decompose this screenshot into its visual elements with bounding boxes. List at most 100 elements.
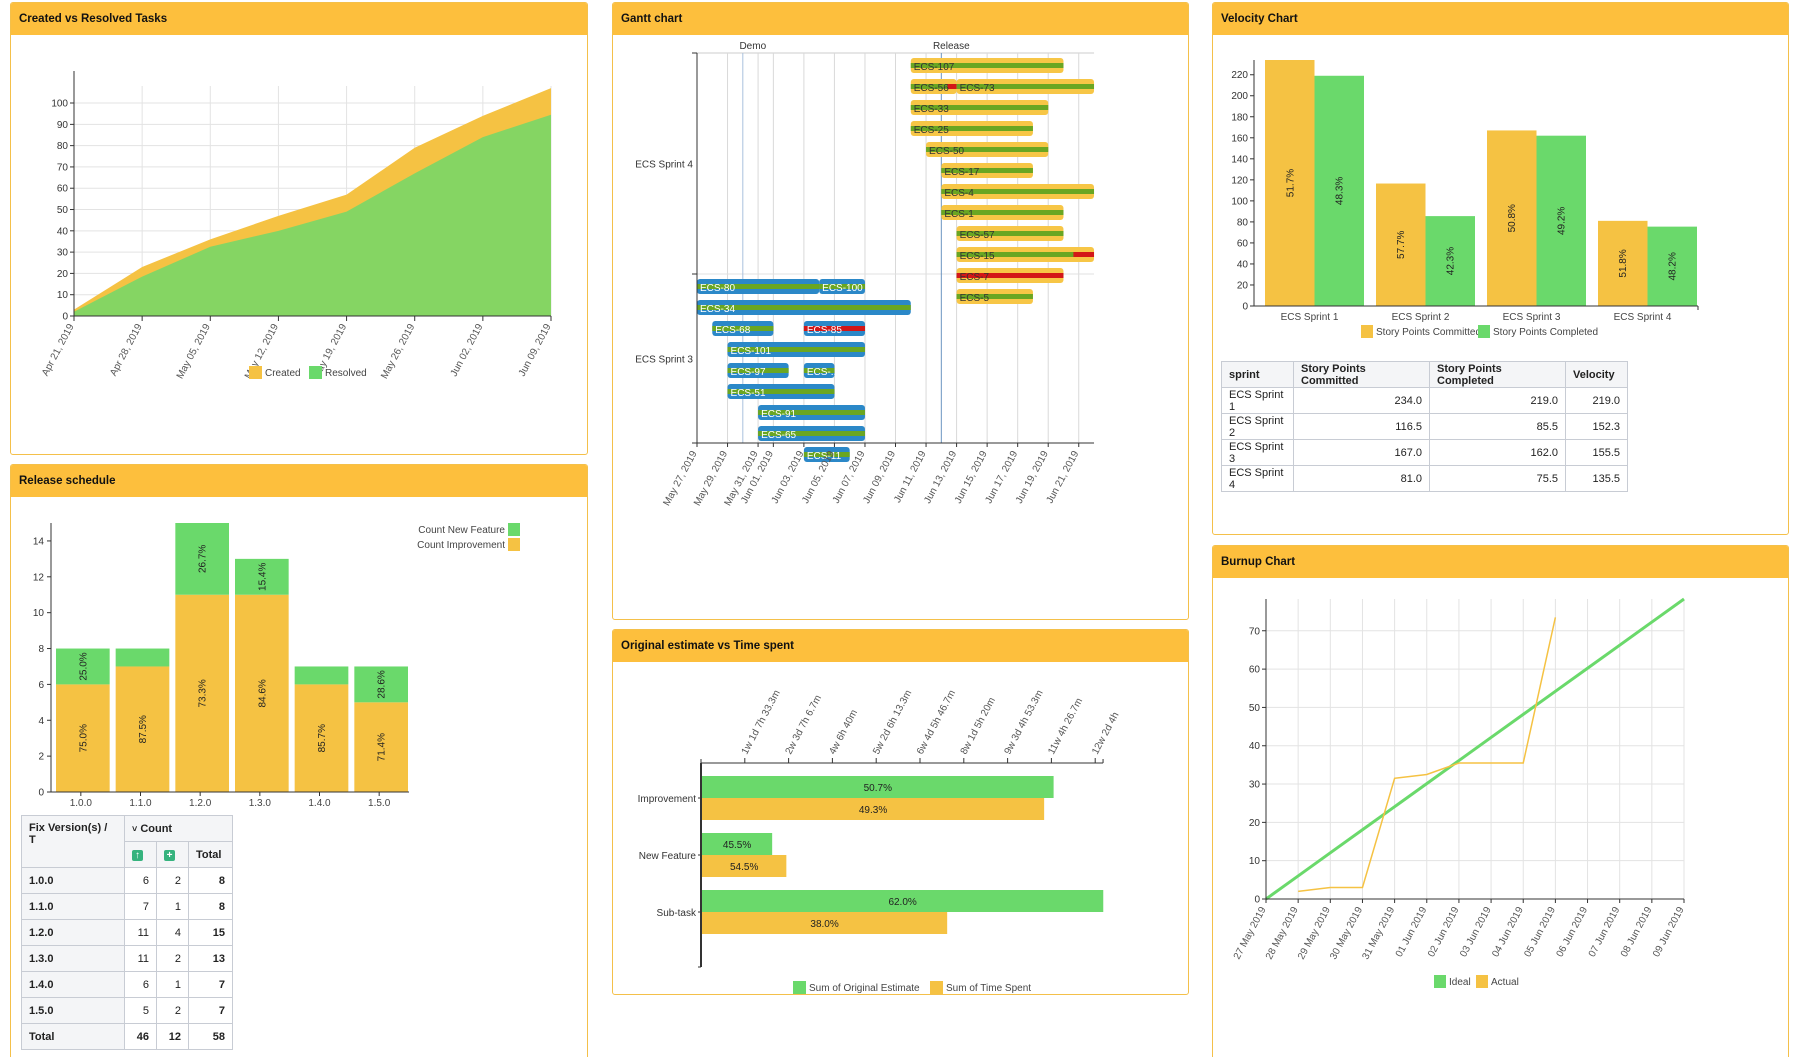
velocity-panel: Velocity Chart 0 20 40 60 80 100 120 140 160 180 2…	[1212, 2, 1789, 535]
bar-segment	[235, 594, 289, 792]
pivot-improvement-cell: 7	[124, 893, 157, 920]
x-tick-label: 1w 1d 7h 33.3m	[740, 688, 783, 756]
x-tick-label: 31 May 2019	[1360, 905, 1397, 962]
pivot-improvement-cell: 46	[124, 1023, 157, 1050]
gantt-task-label: ECS-91	[761, 409, 796, 420]
marker-label: Demo	[739, 41, 766, 52]
pivot-version-cell: 1.2.0	[21, 919, 125, 946]
bar-label: 26.7%	[198, 545, 209, 573]
x-tick-label: 11w 4h 26.7m	[1046, 696, 1085, 756]
x-tick-label: 06 Jun 2019	[1555, 905, 1591, 959]
gantt-task-label: ECS-80	[700, 283, 735, 294]
legend-swatch	[508, 523, 520, 536]
bar	[702, 776, 1054, 798]
x-tick-label: 8w 1d 5h 20m	[959, 696, 998, 757]
gantt-progress-bar	[941, 189, 1095, 194]
velocity-table: sprint Story Points Committed Story Points…	[1221, 361, 1628, 492]
bar-label: 28.6%	[377, 670, 388, 698]
bar-label: 48.3%	[1335, 177, 1346, 205]
velocity-table-header[interactable]: Story Points Completed	[1429, 361, 1566, 388]
legend-swatch	[309, 366, 322, 379]
release-pivot-table: Fix Version(s) / T ˅ Count ↑ + Total 1.0…	[21, 815, 233, 1050]
y-tick-label: Sub-task	[657, 908, 697, 919]
pivot-version-cell: 1.3.0	[21, 945, 125, 972]
velocity-table-header[interactable]: sprint	[1221, 361, 1294, 388]
gantt-progress-bar	[956, 84, 1095, 89]
gantt-task-label: ECS-101	[731, 346, 772, 357]
velocity-table-header[interactable]: Story Points Committed	[1293, 361, 1430, 388]
y-tick-label: 80	[57, 141, 69, 152]
bar-label: 51.7%	[1285, 169, 1296, 197]
y-tick-label: 40	[57, 226, 69, 237]
gantt-task-label: ECS-57	[960, 230, 995, 241]
legend-label: Created	[265, 368, 301, 379]
pivot-version-cell: 1.4.0	[21, 971, 125, 998]
bar-segment	[354, 702, 408, 792]
x-tick-label: 03 Jun 2019	[1458, 905, 1494, 959]
gantt-progress-bar	[727, 368, 789, 373]
y-tick-label: 220	[1231, 70, 1248, 81]
y-tick-label: 30	[57, 248, 69, 259]
original-estimate-chart: 1w 1d 7h 33.3m 2w 3d 7h 6.7m 4w 6h 40m 5w 2…	[638, 688, 1122, 994]
gantt-progress-bar	[819, 284, 865, 289]
y-tick-label: 20	[57, 269, 69, 280]
velocity-table-row: ECS Sprint 2 116.5 85.5 152.3	[1221, 413, 1628, 440]
y-tick-label: 140	[1231, 154, 1248, 165]
y-tick-label: 100	[51, 99, 68, 110]
legend-label: Sum of Original Estimate	[809, 983, 920, 994]
legend-swatch	[249, 366, 262, 379]
gantt-task-label: ECS-1	[944, 209, 974, 220]
pivot-row: 1.0.0 6 2 8	[21, 867, 233, 894]
legend-label: Story Points Completed	[1493, 327, 1598, 338]
bar-label: 50.8%	[1507, 204, 1518, 232]
area-resolved	[74, 114, 551, 316]
y-tick-label: 60	[1249, 665, 1261, 676]
y-tick-label: 50	[1249, 703, 1261, 714]
bar-segment	[294, 684, 349, 792]
gantt-progress-bar	[956, 252, 1095, 257]
y-tick-label: 30	[1249, 780, 1261, 791]
gantt-progress-bar	[910, 126, 1033, 131]
bar-label: 73.3%	[198, 679, 209, 707]
velocity-table-header[interactable]: Velocity	[1565, 361, 1628, 388]
bar-label: 42.3%	[1446, 247, 1457, 275]
bar-label: 48.2%	[1668, 252, 1679, 280]
created-vs-resolved-panel: Created vs Resolved Tasks 0 10 20 30 40 50 60 7…	[10, 2, 588, 455]
gantt-task-label: ECS-73	[960, 83, 995, 94]
gantt-progress-bar	[803, 452, 850, 457]
panel-title: Velocity Chart	[1213, 3, 1788, 35]
pivot-new-feature-cell: 1	[156, 971, 189, 998]
bar-label: 38.0%	[810, 919, 838, 930]
y-tick-label: 90	[57, 120, 69, 131]
y-tick-label: 40	[1249, 741, 1261, 752]
bar-label: 57.7%	[1396, 230, 1407, 258]
velocity-table-cell: 81.0	[1293, 465, 1430, 492]
y-tick-label: 0	[62, 312, 68, 323]
gantt-group-label: ECS Sprint 4	[635, 160, 693, 171]
velocity-table-cell: 162.0	[1429, 439, 1566, 466]
gantt-task-label: ECS-...	[807, 367, 839, 378]
pivot-total-cell: 7	[188, 971, 233, 998]
bar-label: 87.5%	[138, 715, 149, 743]
legend-swatch	[1361, 325, 1373, 338]
created-vs-resolved-chart: 0 10 20 30 40 50 60 70 80 90 100 Apr 21, 2019 Apr 28…	[40, 71, 554, 381]
velocity-table-cell: 116.5	[1293, 413, 1430, 440]
legend-swatch	[1434, 975, 1446, 988]
pivot-count-label: Count	[140, 822, 173, 835]
pivot-total-header: Total	[188, 841, 233, 868]
pivot-row: 1.5.0 5 2 7	[21, 997, 233, 1024]
line-actual	[1298, 617, 1557, 893]
y-tick-label: New Feature	[639, 851, 697, 862]
bar	[1425, 216, 1475, 306]
gantt-task-label: ECS-7	[960, 272, 990, 283]
pivot-count-header[interactable]: ˅ Count	[124, 815, 233, 842]
pivot-new-feature-cell: 2	[156, 945, 189, 972]
velocity-table-row: ECS Sprint 4 81.0 75.5 135.5	[1221, 465, 1628, 492]
y-tick-label: 10	[1249, 856, 1261, 867]
legend-swatch	[508, 538, 520, 551]
pivot-new-feature-cell: 4	[156, 919, 189, 946]
x-tick-label: 12w 2d 4h	[1090, 710, 1121, 756]
gantt-task-label: ECS-97	[731, 367, 766, 378]
bar-label: 51.8%	[1618, 249, 1629, 277]
gantt-panel: Gantt chart Demo Release ECS Sprint 4 ECS-1…	[612, 2, 1189, 620]
